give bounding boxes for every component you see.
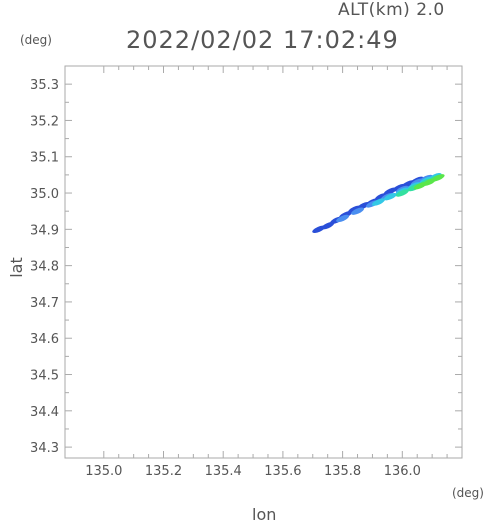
- x-axis-label: lon: [252, 505, 277, 524]
- data-point: [321, 221, 335, 230]
- y-tick-label: 35.2: [30, 114, 59, 129]
- y-tick-label: 34.4: [30, 405, 59, 420]
- x-tick-label: 135.4: [205, 464, 242, 479]
- x-tick-label: 135.2: [145, 464, 182, 479]
- chart-title: 2022/02/02 17:02:49: [126, 26, 399, 54]
- x-tick-label: 135.6: [264, 464, 301, 479]
- y-tick-label: 34.8: [30, 260, 59, 275]
- data-point: [336, 214, 350, 223]
- data-point: [431, 174, 445, 182]
- x-unit-label: (deg): [452, 486, 484, 500]
- plot-frame: [64, 65, 463, 459]
- x-tick-label: 135.0: [85, 464, 122, 479]
- y-tick-label: 34.9: [30, 223, 59, 238]
- data-point: [374, 192, 388, 201]
- altitude-label: ALT(km) 2.0: [338, 0, 445, 20]
- y-unit-label: (deg): [20, 33, 52, 47]
- y-tick-label: 35.1: [30, 151, 59, 166]
- x-tick-label: 135.8: [324, 464, 361, 479]
- data-point: [351, 207, 365, 215]
- y-tick-label: 34.5: [30, 369, 59, 384]
- y-tick-label: 34.3: [30, 441, 59, 456]
- data-point: [383, 192, 397, 201]
- data-point: [371, 198, 385, 206]
- y-tick-label: 34.7: [30, 296, 59, 311]
- y-tick-label: 34.6: [30, 332, 59, 347]
- axis-ticks: 135.0 135.2 135.4 135.6 135.8 136.0 34.3 34.4 34…: [30, 65, 462, 479]
- data-point: [395, 189, 409, 197]
- data-marks: [312, 172, 445, 234]
- y-tick-label: 35.0: [30, 187, 59, 202]
- y-tick-label: 35.3: [30, 78, 59, 93]
- x-tick-label: 136.0: [384, 464, 421, 479]
